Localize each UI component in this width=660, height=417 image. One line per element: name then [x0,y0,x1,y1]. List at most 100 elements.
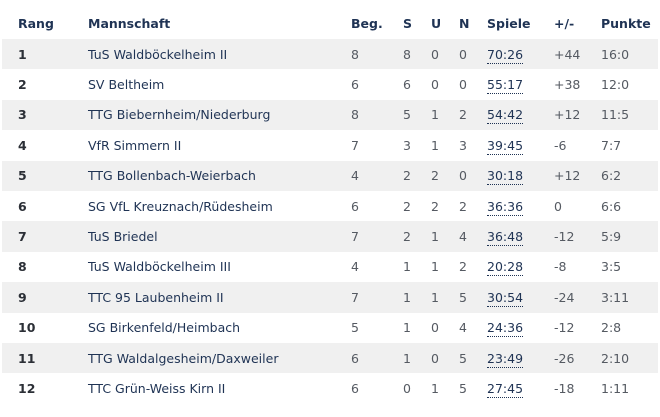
table-row: 12 TTC Grün-Weiss Kirn II 6 0 1 5 27:45 -18 1:11 [2,373,658,403]
cell-played: 6 [351,77,359,93]
cell-diff: +38 [554,77,581,93]
cell-lost: 0 [459,77,467,93]
cell-diff: -26 [554,342,601,374]
cell-won: 3 [403,137,411,153]
games-link[interactable]: 55:17 [487,77,524,95]
header-draw: U [431,16,442,31]
games-link[interactable]: 20:28 [487,259,524,277]
cell-draw: 0 [431,320,439,336]
cell-played: 8 [351,39,403,70]
cell-diff: -12 [554,221,601,252]
cell-team: TTC 95 Laubenheim II [88,282,351,313]
table-row: 4 VfR Simmern II 7 3 1 3 39:45 -6 7:7 [2,130,658,160]
cell-diff: -24 [554,282,601,313]
cell-team: TuS Waldböckelheim II [88,39,351,70]
cell-played: 6 [351,380,359,396]
cell-points: 11:5 [601,99,658,131]
cell-played: 6 [351,198,359,214]
cell-games: 55:17 [487,69,554,99]
cell-draw: 1 [431,259,439,275]
games-link[interactable]: 27:45 [487,380,524,398]
cell-team: SG VfL Kreuznach/Rüdesheim [88,198,273,214]
cell-played: 8 [351,99,403,131]
cell-diff: +12 [554,99,601,131]
cell-lost: 4 [459,320,467,336]
cell-won: 6 [403,77,411,93]
cell-diff: -18 [554,380,575,396]
cell-points: 6:2 [601,160,658,191]
games-link[interactable]: 23:49 [487,350,524,368]
cell-draw: 2 [431,160,459,191]
header-rank: Rang [18,16,54,31]
header-points: Punkte [601,16,651,31]
cell-played: 4 [351,160,403,191]
cell-won: 1 [403,282,431,313]
cell-diff: -6 [554,137,567,153]
games-link[interactable]: 30:54 [487,289,524,307]
table-row: 11 TTG Waldalgesheim/Daxweiler 6 1 0 5 23:49 -2… [2,342,658,374]
cell-points: 16:0 [601,39,658,70]
cell-games: 30:18 [487,160,554,191]
cell-lost: 5 [459,282,487,313]
cell-points: 2:8 [601,320,622,336]
cell-draw: 1 [431,380,439,396]
cell-team: TuS Briedel [88,221,351,252]
cell-diff: +12 [554,160,601,191]
cell-draw: 0 [431,77,439,93]
cell-played: 7 [351,221,403,252]
cell-rank: 5 [2,160,88,191]
cell-team: TTG Bollenbach-Weierbach [88,160,351,191]
cell-games: 24:36 [487,313,554,343]
cell-team: TTG Waldalgesheim/Daxweiler [88,342,351,374]
games-link[interactable]: 36:36 [487,198,524,216]
cell-points: 7:7 [601,137,622,153]
cell-lost: 4 [459,221,487,252]
cell-won: 2 [403,160,431,191]
table-row: 6 SG VfL Kreuznach/Rüdesheim 6 2 2 2 36:36 0 6:6 [2,191,658,221]
cell-points: 6:6 [601,198,622,214]
cell-rank: 4 [18,137,27,153]
games-link[interactable]: 54:42 [487,107,524,125]
cell-lost: 2 [459,198,467,214]
cell-rank: 6 [18,198,27,214]
cell-games: 30:54 [487,282,554,313]
cell-games: 54:42 [487,99,554,131]
cell-lost: 5 [459,342,487,374]
cell-played: 4 [351,259,359,275]
cell-draw: 2 [431,198,439,214]
cell-diff: -8 [554,259,567,275]
cell-rank: 8 [18,259,27,275]
cell-draw: 1 [431,137,439,153]
games-link[interactable]: 39:45 [487,137,524,155]
cell-won: 0 [403,380,411,396]
cell-lost: 0 [459,160,487,191]
cell-points: 2:10 [601,342,658,374]
games-link[interactable]: 70:26 [487,46,524,64]
cell-points: 12:0 [601,77,630,93]
cell-draw: 0 [431,39,459,70]
games-link[interactable]: 36:48 [487,229,524,247]
cell-won: 5 [403,99,431,131]
cell-lost: 3 [459,137,467,153]
table-row: 5 TTG Bollenbach-Weierbach 4 2 2 0 30:18 +12 6:2 [2,160,658,191]
cell-diff: +44 [554,39,601,70]
header-team: Mannschaft [88,16,171,31]
cell-team: SV Beltheim [88,77,165,93]
table-row: 8 TuS Waldböckelheim III 4 1 1 2 20:28 -8 3:5 [2,252,658,282]
games-link[interactable]: 30:18 [487,168,524,186]
cell-won: 1 [403,320,411,336]
cell-won: 8 [403,39,431,70]
cell-draw: 1 [431,282,459,313]
cell-games: 23:49 [487,342,554,374]
table-row: 9 TTC 95 Laubenheim II 7 1 1 5 30:54 -24 3:11 [2,282,658,313]
header-won: S [403,16,413,31]
table-row: 10 SG Birkenfeld/Heimbach 5 1 0 4 24:36 -12 2:8 [2,313,658,343]
cell-lost: 2 [459,99,487,131]
header-played: Beg. [351,16,383,31]
games-link[interactable]: 24:36 [487,320,524,338]
cell-played: 7 [351,282,403,313]
cell-team: SG Birkenfeld/Heimbach [88,320,241,336]
cell-diff: -12 [554,320,575,336]
cell-rank: 10 [18,320,36,336]
cell-games: 36:48 [487,221,554,252]
